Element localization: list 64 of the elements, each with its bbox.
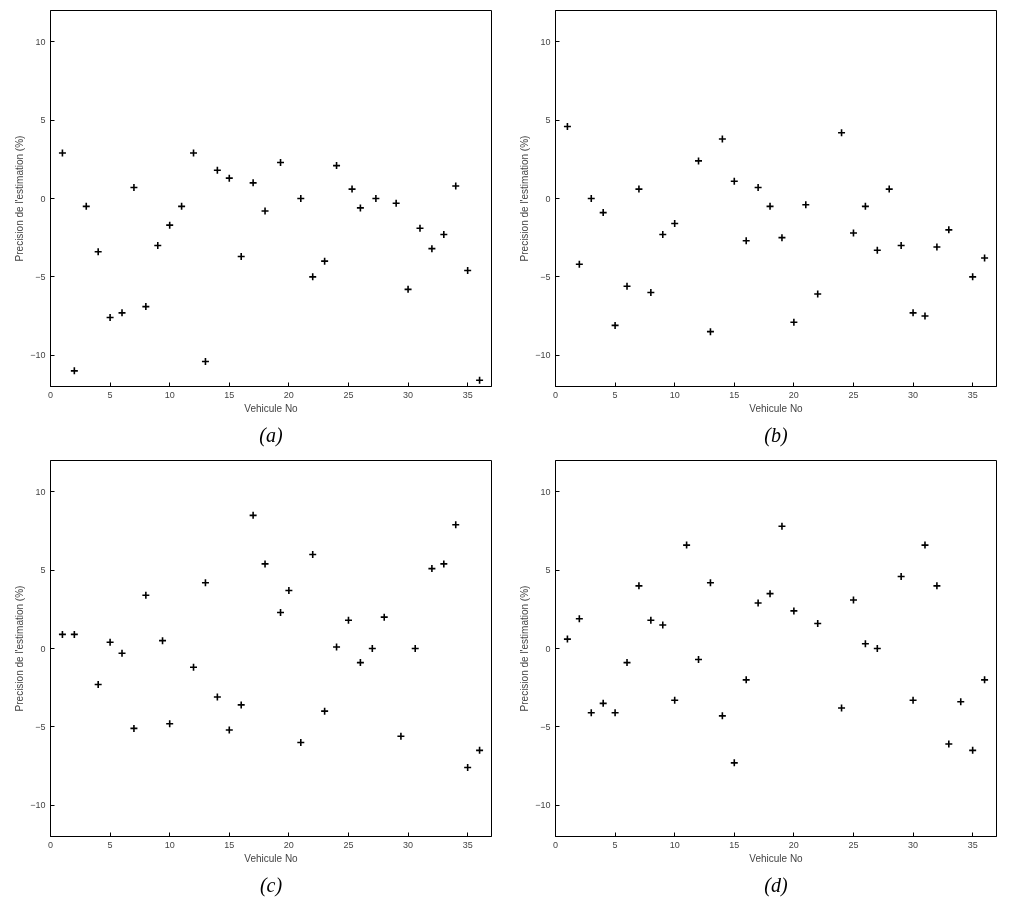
x-tick-label: 25	[848, 839, 859, 850]
y-tick-label: −5	[35, 721, 46, 732]
y-axis-title: Precision de l'estimation (%)	[14, 135, 26, 262]
x-tick-label: 30	[403, 839, 414, 850]
x-tick-label: 5	[612, 389, 618, 400]
x-axis-title: Vehicule No	[244, 852, 299, 864]
x-tick-label: 25	[848, 389, 859, 400]
x-tick-label: 0	[48, 839, 54, 850]
x-tick-label: 35	[462, 389, 473, 400]
x-tick-label: 30	[403, 389, 414, 400]
y-tick-label: 10	[540, 486, 551, 497]
y-tick-label: −5	[540, 271, 551, 282]
y-tick-label: −5	[540, 721, 551, 732]
x-tick-label: 10	[164, 389, 175, 400]
x-tick-label: 35	[462, 839, 473, 850]
x-tick-label: 30	[908, 839, 919, 850]
y-tick-label: 5	[40, 115, 46, 126]
x-axis-title: Vehicule No	[244, 402, 299, 414]
y-tick-label: 0	[545, 643, 551, 654]
x-tick-label: 5	[107, 839, 113, 850]
y-axis-title: Precision de l'estimation (%)	[14, 585, 26, 712]
x-axis-title: Vehicule No	[749, 402, 804, 414]
y-axis-title: Precision de l'estimation (%)	[519, 135, 531, 262]
y-tick-label: 10	[35, 486, 46, 497]
x-tick-label: 5	[107, 389, 113, 400]
x-tick-label: 10	[669, 389, 680, 400]
text: (d)	[764, 873, 788, 897]
x-tick-label: 35	[967, 389, 978, 400]
y-tick-label: 0	[545, 193, 551, 204]
x-tick-label: 15	[224, 839, 235, 850]
x-tick-label: 30	[908, 389, 919, 400]
x-axis-title: Vehicule No	[749, 852, 804, 864]
y-tick-label: 0	[40, 643, 46, 654]
y-tick-label: −10	[30, 800, 46, 811]
x-tick-label: 10	[669, 839, 680, 850]
x-tick-label: 25	[343, 389, 354, 400]
y-tick-label: 10	[540, 36, 551, 47]
x-tick-label: 20	[283, 839, 294, 850]
x-tick-label: 15	[729, 839, 740, 850]
y-tick-label: 0	[40, 193, 46, 204]
y-tick-label: −10	[30, 350, 46, 361]
x-tick-label: 35	[967, 839, 978, 850]
x-tick-label: 0	[48, 389, 54, 400]
text: (c)	[259, 873, 283, 897]
text: (b)	[764, 423, 788, 447]
x-tick-label: 25	[343, 839, 354, 850]
x-tick-label: 20	[788, 839, 799, 850]
y-tick-label: 5	[545, 115, 551, 126]
x-tick-label: 15	[224, 389, 235, 400]
y-tick-label: 10	[35, 36, 46, 47]
y-tick-label: −10	[535, 350, 551, 361]
y-tick-label: 5	[545, 565, 551, 576]
x-tick-label: 0	[553, 389, 559, 400]
y-tick-label: −10	[535, 800, 551, 811]
y-axis-title: Precision de l'estimation (%)	[519, 585, 531, 712]
x-tick-label: 15	[729, 389, 740, 400]
x-tick-label: 10	[164, 839, 175, 850]
x-tick-label: 0	[553, 839, 559, 850]
x-tick-label: 20	[283, 389, 294, 400]
x-tick-label: 5	[612, 839, 618, 850]
x-tick-label: 20	[788, 389, 799, 400]
text: (a)	[259, 423, 283, 447]
y-tick-label: 5	[40, 565, 46, 576]
y-tick-label: −5	[35, 271, 46, 282]
